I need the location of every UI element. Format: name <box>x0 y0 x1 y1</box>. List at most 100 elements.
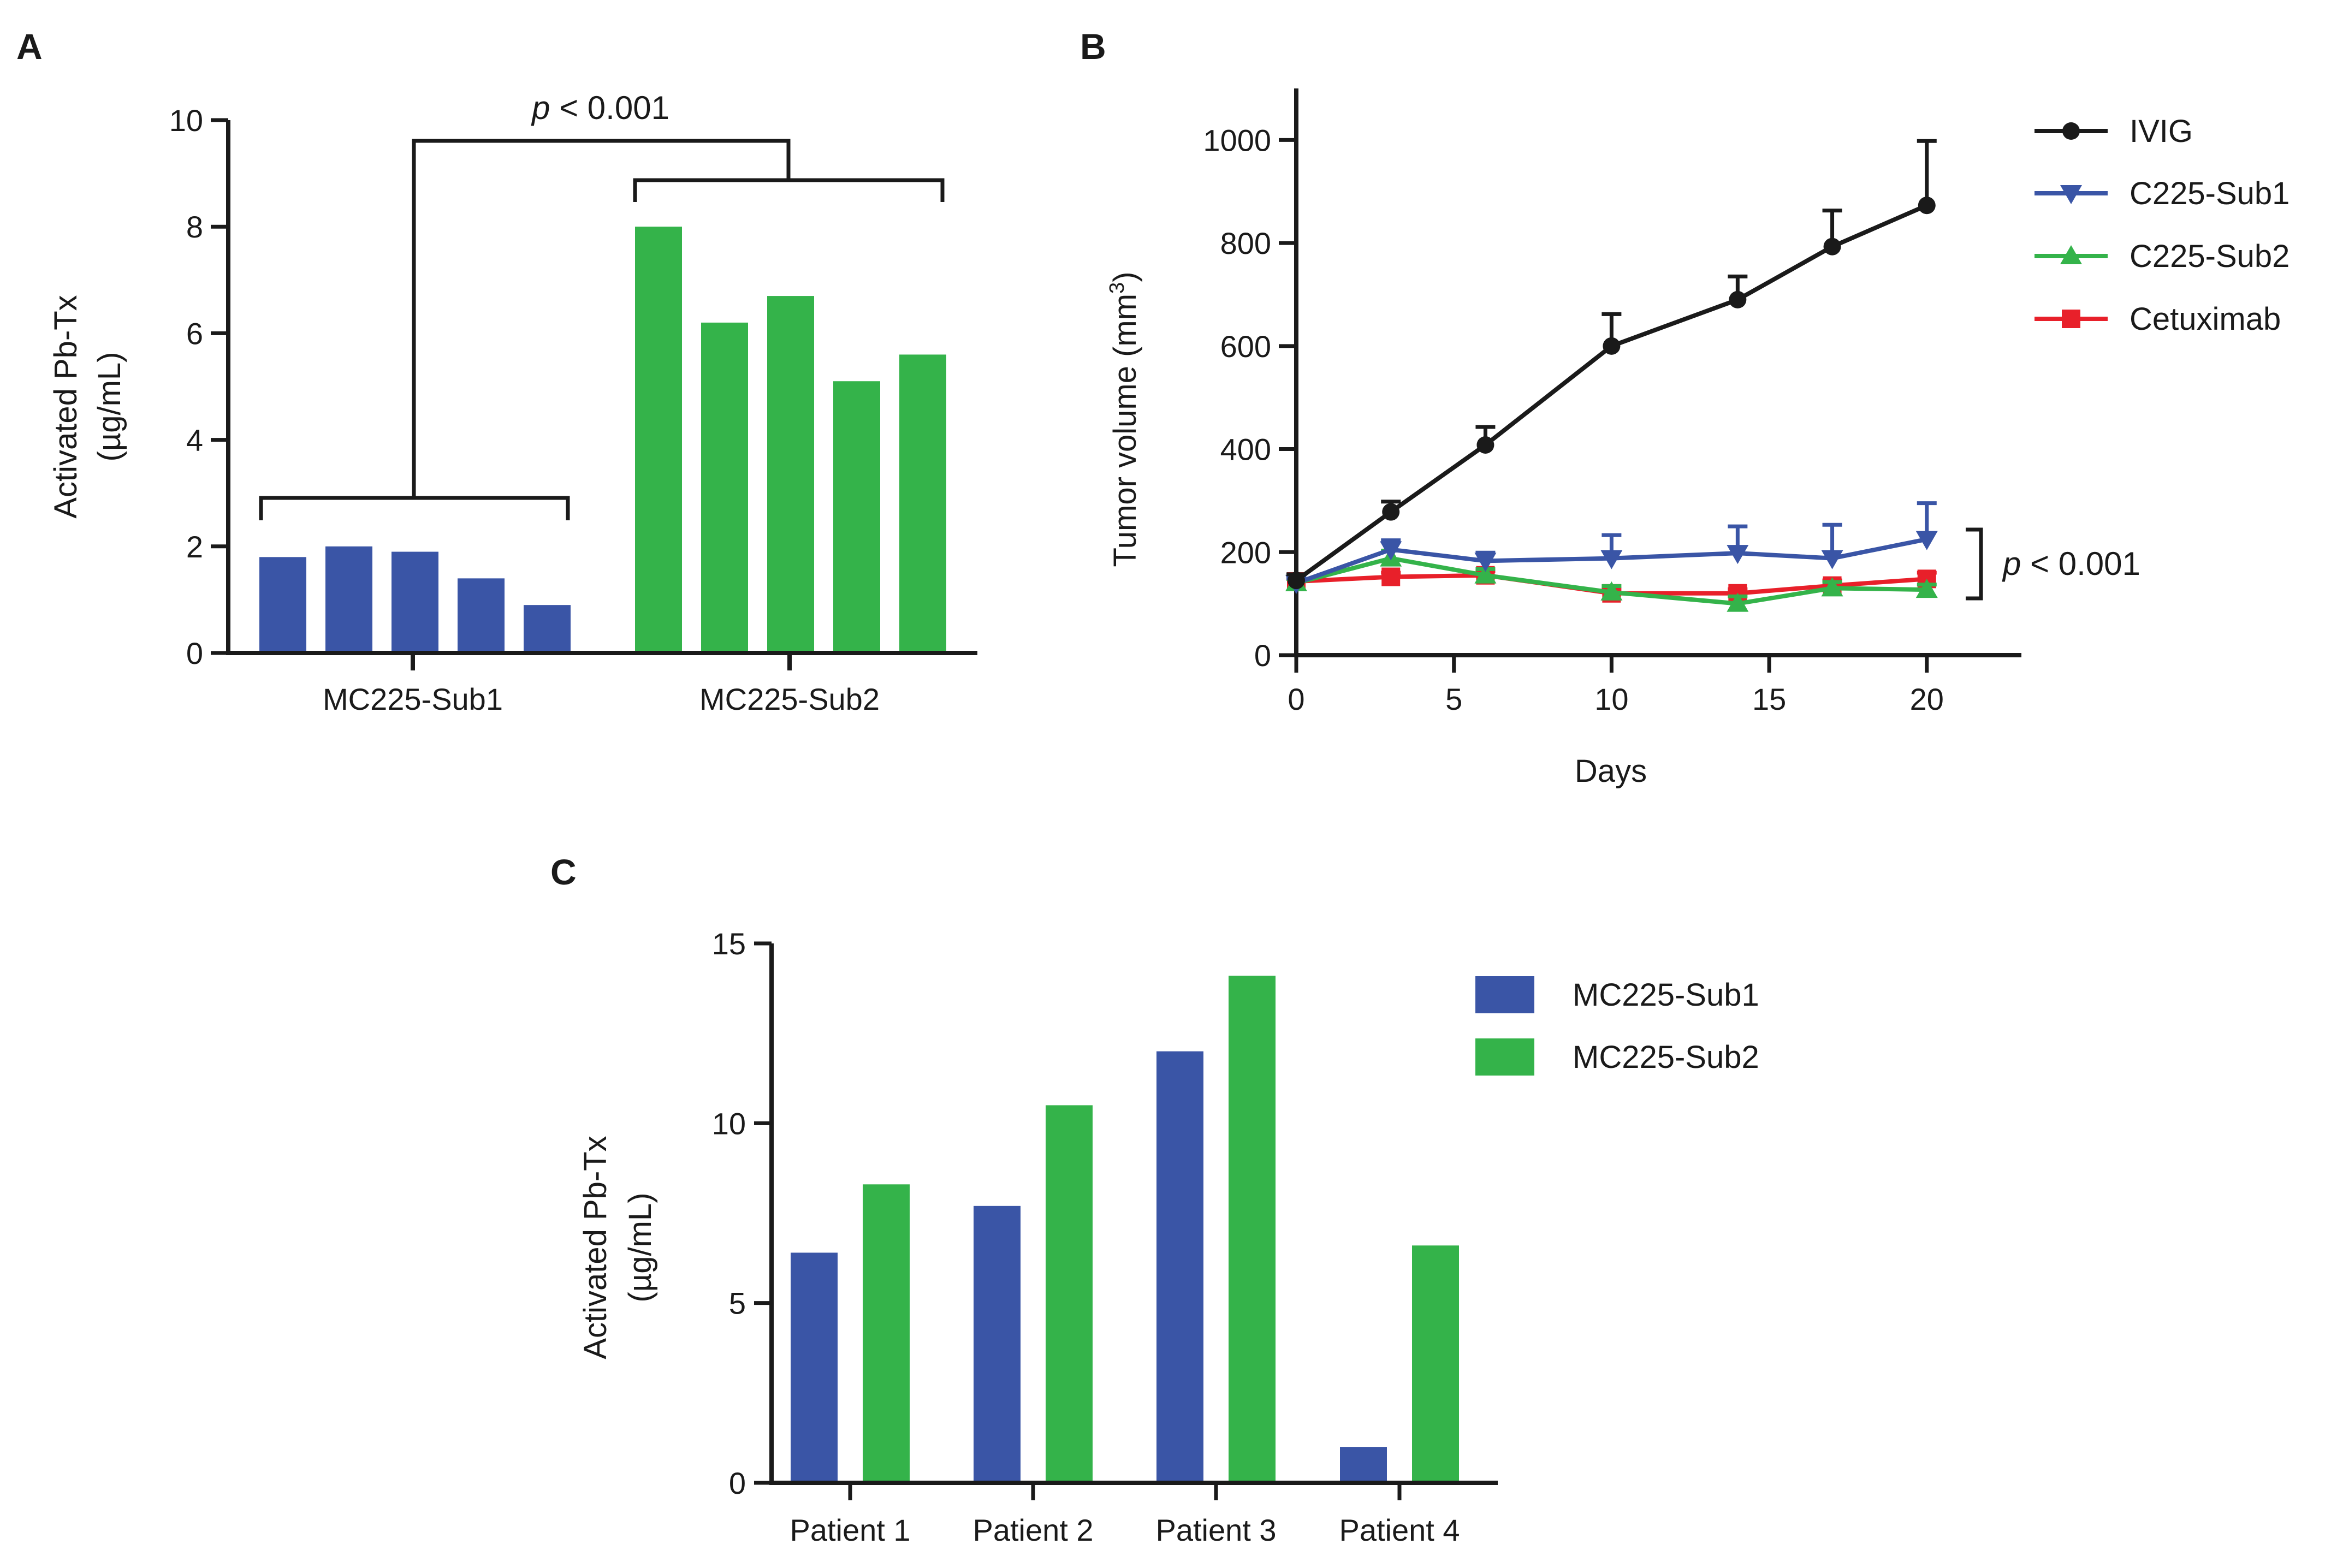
panel-a-bar <box>524 605 571 653</box>
panel-a-bar <box>701 322 748 653</box>
panel-b-ytick-label: 600 <box>1220 329 1271 364</box>
data-point-c225-sub1 <box>1380 541 1402 561</box>
data-point-c225-sub1 <box>1600 550 1623 569</box>
data-point-ivig <box>1823 237 1841 256</box>
panel-b-ytick-label: 0 <box>1254 638 1271 673</box>
panel-b-xtick-label: 5 <box>1445 682 1462 716</box>
panel-b-ytick-label: 1000 <box>1203 123 1271 157</box>
panel-a-bar <box>767 296 814 653</box>
series-ivig <box>1286 139 1937 590</box>
panel-a-bar <box>458 578 505 653</box>
legend-swatch-mc225-sub1 <box>1475 976 1534 1013</box>
panel-c-ytick-label: 0 <box>729 1466 746 1500</box>
data-point-ivig <box>1382 503 1400 521</box>
panel-b-xtick-label: 10 <box>1594 682 1628 716</box>
panel-b-xlabel: Days <box>1575 753 1647 789</box>
panel-c-xtick-label: Patient 4 <box>1339 1513 1460 1547</box>
panel-c-bar <box>1156 1051 1203 1483</box>
panel-label-b: B <box>1080 26 1106 67</box>
legend-item-ivig: IVIG <box>2035 114 2193 149</box>
panel-a-ytick-label: 2 <box>186 530 203 564</box>
data-point-c225-sub1 <box>1727 545 1749 565</box>
legend-label-mc225-sub1: MC225-Sub1 <box>1573 977 1759 1013</box>
panel-a-bar <box>899 354 946 653</box>
panel-c-bar <box>1229 976 1276 1483</box>
legend-marker-c225-sub2 <box>2060 245 2082 264</box>
panel-label-a: A <box>16 26 43 67</box>
panel-a-ytick-label: 4 <box>186 423 203 458</box>
legend-label-c225-sub2: C225-Sub2 <box>2130 239 2289 274</box>
panel-c-ylabel-line1: Activated Pb-Tx <box>578 1136 613 1359</box>
panel-c-xtick-label: Patient 1 <box>790 1513 910 1547</box>
data-point-ivig <box>1288 572 1305 590</box>
legend-label-c225-sub1: C225-Sub1 <box>2130 176 2289 211</box>
legend-marker-ivig <box>2062 122 2080 140</box>
legend-marker-c225-sub1 <box>2060 185 2082 204</box>
panel-a-bar <box>635 227 682 653</box>
data-point-c225-sub1 <box>1474 553 1497 572</box>
panel-a-bar <box>325 546 372 653</box>
legend-label-ivig: IVIG <box>2130 114 2193 149</box>
legend-item-c225-sub2: C225-Sub2 <box>2035 239 2289 274</box>
panel-c-ytick-label: 5 <box>729 1286 746 1321</box>
data-point-ivig <box>1729 290 1747 308</box>
panel-b-p-bracket <box>1966 527 1983 601</box>
panel-b-ytick-label: 200 <box>1220 535 1271 569</box>
panel-a-p-value: p < 0.001 <box>531 90 669 126</box>
panel-b-ytick-label: 800 <box>1220 226 1271 260</box>
panel-a-bar <box>833 381 880 653</box>
panel-a-bracket-sub2 <box>633 178 945 202</box>
panel-label-c: C <box>550 852 577 892</box>
panel-c-bar <box>1340 1447 1387 1483</box>
data-point-c225-sub2 <box>1727 592 1749 612</box>
panel-a-bracket-sub1 <box>259 496 570 520</box>
legend-item-c225-sub1: C225-Sub1 <box>2035 176 2289 211</box>
data-point-cetuximab <box>1381 567 1401 586</box>
panel-c-ylabel-line2: (µg/mL) <box>622 1193 658 1303</box>
data-point-c225-sub2 <box>1915 579 1938 598</box>
panel-a-ytick-label: 0 <box>186 636 203 670</box>
panel-c-bar <box>1046 1105 1093 1483</box>
legend-label-cetuximab: Cetuximab <box>2130 301 2281 337</box>
panel-b-xtick-label: 15 <box>1752 682 1786 716</box>
panel-b-xtick-label: 0 <box>1288 682 1304 716</box>
panel-a-ylabel-line1: Activated Pb-Tx <box>48 295 84 518</box>
panel-c-bar <box>1412 1245 1459 1483</box>
panel-a-bar <box>259 557 306 653</box>
panel-a: A Activated Pb-Tx (µg/mL) 0 2 4 6 8 10 MC225-… <box>16 26 977 716</box>
data-point-c225-sub1 <box>1821 550 1843 569</box>
data-point-c225-sub2 <box>1474 564 1497 584</box>
panel-b-ytick-label: 400 <box>1220 432 1271 467</box>
data-point-ivig <box>1476 436 1494 454</box>
data-point-ivig <box>1918 197 1936 215</box>
panel-b-ylabel: Tumor volume (mm3) <box>1106 271 1143 567</box>
legend-item-cetuximab: Cetuximab <box>2035 301 2281 337</box>
panel-c-xtick-label: Patient 2 <box>972 1513 1093 1547</box>
panel-c-xtick-label: Patient 3 <box>1155 1513 1276 1547</box>
panel-c-ytick-label: 10 <box>712 1106 746 1141</box>
panel-c-ytick-label: 15 <box>712 926 746 961</box>
panel-a-ylabel-line2: (µg/mL) <box>92 352 127 462</box>
panel-c-bar <box>974 1205 1021 1483</box>
legend-item-mc225-sub2: MC225-Sub2 <box>1475 1038 1759 1076</box>
data-point-c225-sub2 <box>1600 581 1623 601</box>
panel-a-ytick-label: 10 <box>169 103 203 138</box>
panel-c-bar <box>863 1184 910 1483</box>
legend-swatch-mc225-sub2 <box>1475 1038 1534 1076</box>
data-point-c225-sub1 <box>1915 531 1938 550</box>
data-point-ivig <box>1603 337 1621 355</box>
panel-a-group-label-sub1: MC225-Sub1 <box>323 682 503 716</box>
panel-a-ytick-label: 6 <box>186 316 203 351</box>
data-point-c225-sub2 <box>1821 577 1843 597</box>
panel-a-bar <box>392 551 438 653</box>
panel-b-xtick-label: 20 <box>1910 682 1944 716</box>
panel-a-group-label-sub2: MC225-Sub2 <box>699 682 880 716</box>
panel-b-p-value: p < 0.001 <box>2002 545 2140 582</box>
legend-label-mc225-sub2: MC225-Sub2 <box>1573 1040 1759 1075</box>
legend-item-mc225-sub1: MC225-Sub1 <box>1475 976 1759 1013</box>
panel-a-bracket-connector <box>412 139 791 498</box>
panel-c-bar <box>791 1252 838 1483</box>
panel-a-ytick-label: 8 <box>186 210 203 244</box>
panel-c: C Activated Pb-Tx (µg/mL) 0 5 10 15 Patient… <box>550 852 1759 1547</box>
